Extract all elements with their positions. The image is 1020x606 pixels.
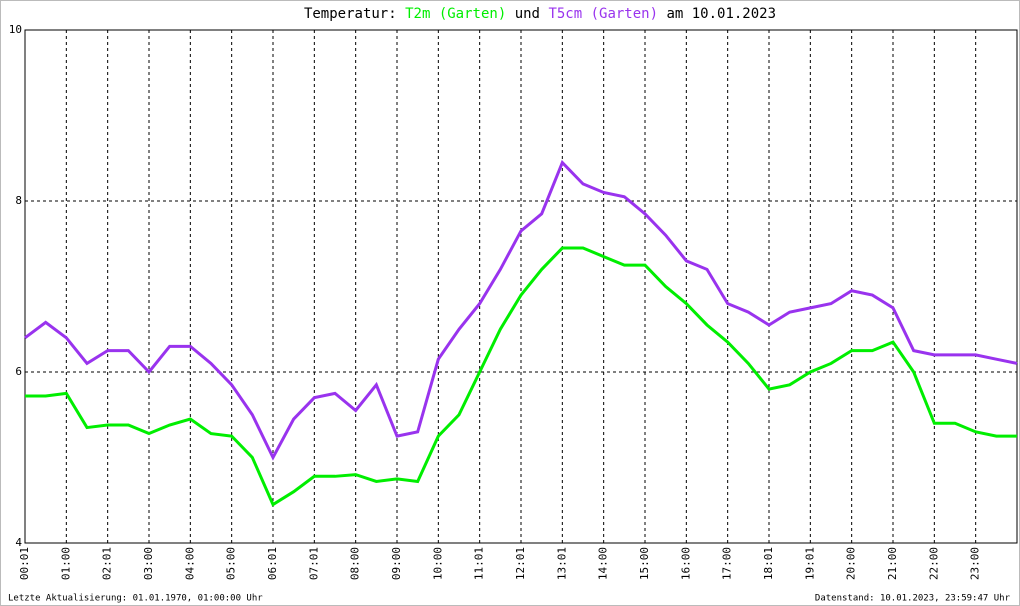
x-tick-label: 21:00 xyxy=(886,547,899,580)
x-tick-label: 06:01 xyxy=(266,547,279,580)
x-tick-label: 07:01 xyxy=(307,547,320,580)
x-tick-label: 16:00 xyxy=(679,547,692,580)
x-tick-label: 18:01 xyxy=(762,547,775,580)
title-suffix: am 10.01.2023 xyxy=(666,6,776,22)
x-tick-label: 19:01 xyxy=(803,547,816,580)
footer-left: Letzte Aktualisierung: 01.01.1970, 01:00… xyxy=(8,594,263,604)
y-tick-label: 10 xyxy=(9,23,22,36)
x-tick-label: 15:00 xyxy=(638,547,651,580)
x-tick-label: 04:00 xyxy=(183,547,196,580)
x-tick-label: 13:01 xyxy=(555,547,568,580)
x-tick-label: 00:01 xyxy=(18,547,31,580)
legend-entry: T5cm (Garten) xyxy=(548,6,658,22)
series-line xyxy=(24,159,1018,461)
x-tick-label: 14:00 xyxy=(597,547,610,580)
title-prefix: Temperatur: xyxy=(304,6,397,22)
x-tick-label: 01:00 xyxy=(59,547,72,580)
x-tick-label: 23:00 xyxy=(969,547,982,580)
x-tick-label: 05:00 xyxy=(225,547,238,580)
x-tick-label: 10:00 xyxy=(431,547,444,580)
y-tick-label: 4 xyxy=(15,536,22,549)
x-tick-label: 22:00 xyxy=(927,547,940,580)
footer-right: Datenstand: 10.01.2023, 23:59:47 Uhr xyxy=(815,594,1011,604)
x-tick-label: 03:00 xyxy=(142,547,155,580)
x-tick-label: 11:01 xyxy=(473,547,486,580)
x-tick-label: 08:00 xyxy=(349,547,362,580)
x-tick-label: 12:01 xyxy=(514,547,527,580)
series-line xyxy=(25,246,1017,507)
x-tick-label: 02:01 xyxy=(101,547,114,580)
x-tick-label: 17:00 xyxy=(721,547,734,580)
y-tick-label: 6 xyxy=(15,365,22,378)
x-tick-label: 09:00 xyxy=(390,547,403,580)
chart-title: Temperatur: T2m (Garten) und T5cm (Garte… xyxy=(304,6,776,22)
legend-entry: T2m (Garten) xyxy=(405,6,506,22)
title-joiner: und xyxy=(515,6,540,22)
y-tick-label: 8 xyxy=(15,194,22,207)
x-tick-label: 20:00 xyxy=(845,547,858,580)
